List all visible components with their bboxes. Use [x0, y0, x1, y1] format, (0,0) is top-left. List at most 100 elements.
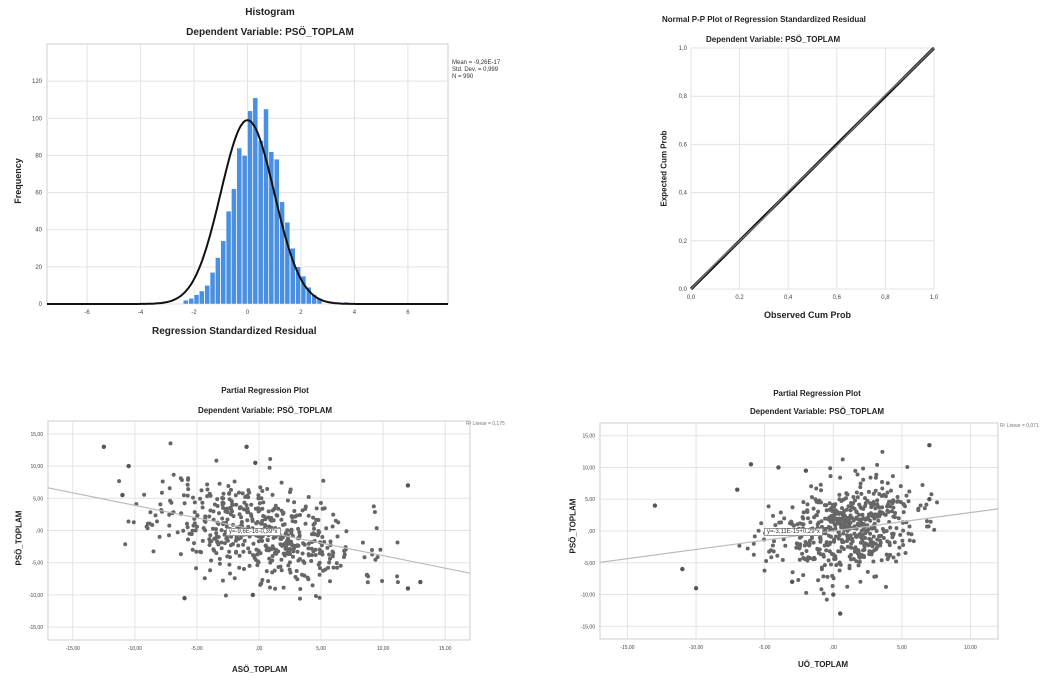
partial-aso-point	[290, 515, 294, 520]
partial-uo-point	[775, 553, 780, 558]
partial-uo-point	[891, 531, 896, 536]
partial-aso-outlier-point	[253, 460, 258, 466]
partial-uo-point	[863, 504, 868, 508]
partial-uo-point	[853, 546, 858, 551]
partial-aso-point	[208, 508, 213, 513]
partial-aso-point	[193, 528, 198, 533]
partial-uo-point	[854, 490, 859, 495]
partial-uo-point	[889, 499, 894, 504]
partial-aso-point	[314, 517, 319, 522]
partial-uo-point	[858, 579, 863, 584]
histogram-bar	[295, 266, 301, 305]
partial-uo-point	[771, 513, 775, 518]
partial-aso-point	[254, 521, 259, 526]
partial-aso-point	[281, 585, 286, 590]
pp-x-tick: 0,2	[735, 295, 744, 301]
partial-aso-point	[330, 524, 335, 529]
partial-aso-point	[268, 560, 273, 565]
partial-uo-point	[831, 576, 836, 581]
histogram-bar	[263, 108, 269, 305]
partial-aso-point	[289, 531, 294, 536]
partial-aso-point	[264, 548, 269, 553]
partial-aso-point	[224, 524, 229, 529]
histogram-bar	[241, 155, 248, 305]
partial-uo-point	[815, 546, 820, 551]
partial-uo-point	[892, 540, 897, 545]
partial-aso-point	[153, 513, 158, 518]
partial-aso-point	[328, 556, 332, 561]
partial-uo-point	[737, 543, 742, 548]
partial-uo-point	[894, 559, 899, 564]
partial-aso-point	[297, 530, 302, 535]
partial-aso-point	[191, 523, 196, 528]
partial-aso-point	[198, 549, 203, 554]
partial-aso-point	[217, 481, 222, 486]
partial-uo-point	[879, 558, 884, 563]
partial-aso-point	[285, 498, 290, 503]
partial-uo-point	[807, 542, 812, 547]
partial-aso-point	[222, 532, 227, 537]
partial-aso-point	[126, 519, 131, 524]
partial-uo-point	[840, 457, 845, 462]
partial-uo-point	[801, 573, 806, 578]
partial-aso-point	[309, 546, 314, 551]
partial-uo-point	[878, 538, 883, 543]
partial-uo-point	[855, 495, 860, 500]
partial-aso-point	[311, 515, 316, 520]
partial-aso-point	[374, 526, 379, 531]
partial-uo-point	[866, 517, 871, 521]
partial-uo-fit-label: y=-3,11E-15+0,29*x	[764, 528, 823, 536]
partial-aso-point	[214, 458, 219, 463]
partial-aso-point	[279, 537, 284, 541]
partial-uo-point	[846, 504, 851, 509]
partial-aso-outlier-point	[405, 483, 411, 488]
partial-uo-point	[817, 535, 822, 540]
partial-uo-point	[901, 510, 906, 515]
partial-uo-point	[873, 488, 878, 493]
partial-aso-point	[267, 465, 272, 470]
partial-aso-point	[167, 512, 172, 517]
partial-uo-point	[924, 502, 929, 507]
histogram-bar	[231, 188, 237, 305]
partial-aso-point	[270, 554, 275, 558]
partial-aso-point	[200, 538, 205, 543]
partial-aso-point	[310, 553, 314, 558]
partial-uo-x-tick: -10,00	[689, 645, 703, 651]
partial-uo-point	[855, 472, 860, 477]
partial-aso-point	[207, 543, 212, 547]
partial-aso-point	[288, 570, 293, 575]
partial-uo-point	[922, 506, 927, 511]
partial-aso-point	[236, 543, 241, 548]
partial-aso-point	[375, 555, 380, 560]
partial-aso-point	[268, 457, 273, 461]
partial-uo-point	[827, 542, 832, 547]
partial-uo-point	[858, 481, 863, 486]
partial-aso-point	[211, 526, 215, 531]
partial-uo-point	[866, 543, 871, 548]
partial-aso-point	[212, 502, 217, 507]
partial-uo-point	[759, 521, 764, 526]
partial-aso-point	[279, 517, 284, 522]
partial-uo-point	[826, 558, 831, 563]
partial-uo-point	[839, 525, 844, 530]
partial-aso-point	[237, 565, 242, 570]
partial-uo-outlier-point	[831, 592, 836, 597]
partial-uo-point	[827, 525, 832, 530]
partial-uo-point	[828, 515, 833, 519]
partial-aso-point	[293, 575, 298, 579]
partial-uo-point	[769, 555, 774, 560]
partial-aso-point	[380, 579, 385, 583]
partial-aso-point	[160, 479, 165, 484]
partial-aso-point	[222, 541, 227, 546]
partial-aso-x-tick: -5,00	[191, 646, 203, 652]
partial-uo-point	[868, 475, 873, 480]
histogram-bar	[199, 290, 205, 305]
partial-uo-point	[822, 563, 827, 568]
partial-aso-x-label: ASÖ_TOPLAM	[232, 665, 288, 674]
partial-uo-point	[854, 559, 859, 564]
partial-aso-title: Partial Regression Plot	[221, 386, 309, 395]
partial-uo-point	[794, 545, 799, 550]
partial-aso-point	[249, 502, 254, 507]
partial-uo-outlier-point	[803, 468, 809, 473]
